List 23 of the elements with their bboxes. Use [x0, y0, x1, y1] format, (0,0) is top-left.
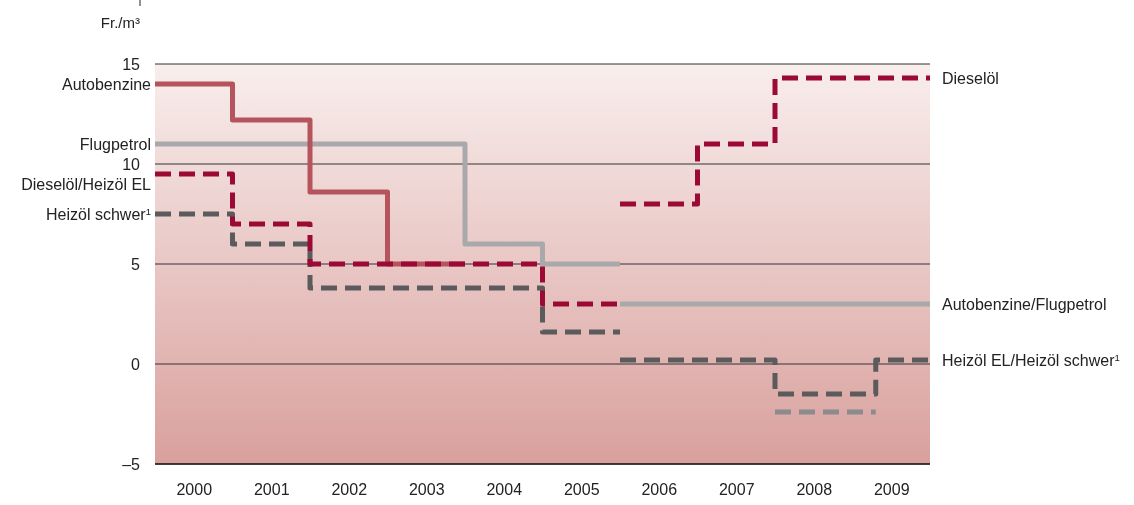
series-label: Dieselöl — [942, 69, 999, 87]
x-tick-label: 2007 — [718, 481, 755, 499]
x-tick-label: 2000 — [176, 481, 213, 499]
series-label: Heizöl EL/Heizöl schwer$^{1}$ — [942, 351, 1120, 369]
x-tick-label: 2005 — [563, 481, 600, 499]
x-tick-label: 2002 — [331, 481, 368, 499]
x-tick-label: 2009 — [873, 481, 910, 499]
series-label: Flugpetrol — [79, 135, 151, 153]
x-tick-label: 2003 — [408, 481, 445, 499]
series-label: Heizöl schwer$^{1}$ — [46, 205, 151, 223]
y-tick-label: 5 — [131, 255, 141, 273]
y-tick-label: 0 — [131, 355, 141, 373]
x-tick-label: 2006 — [641, 481, 678, 499]
x-tick-label: 2001 — [253, 481, 290, 499]
y-axis-title: Fr./m³ — [100, 14, 140, 31]
series-label: Autobenzine/Flugpetrol — [942, 295, 1107, 313]
series-label: Dieselöl/Heizöl EL — [21, 175, 152, 193]
series-label: Autobenzine — [62, 75, 152, 93]
x-tick-label: 2008 — [796, 481, 833, 499]
y-tick-label: –5 — [122, 455, 141, 473]
y-tick-label: 15 — [122, 55, 141, 73]
y-tick-label: 10 — [122, 155, 141, 173]
x-tick-label: 2004 — [486, 481, 523, 499]
